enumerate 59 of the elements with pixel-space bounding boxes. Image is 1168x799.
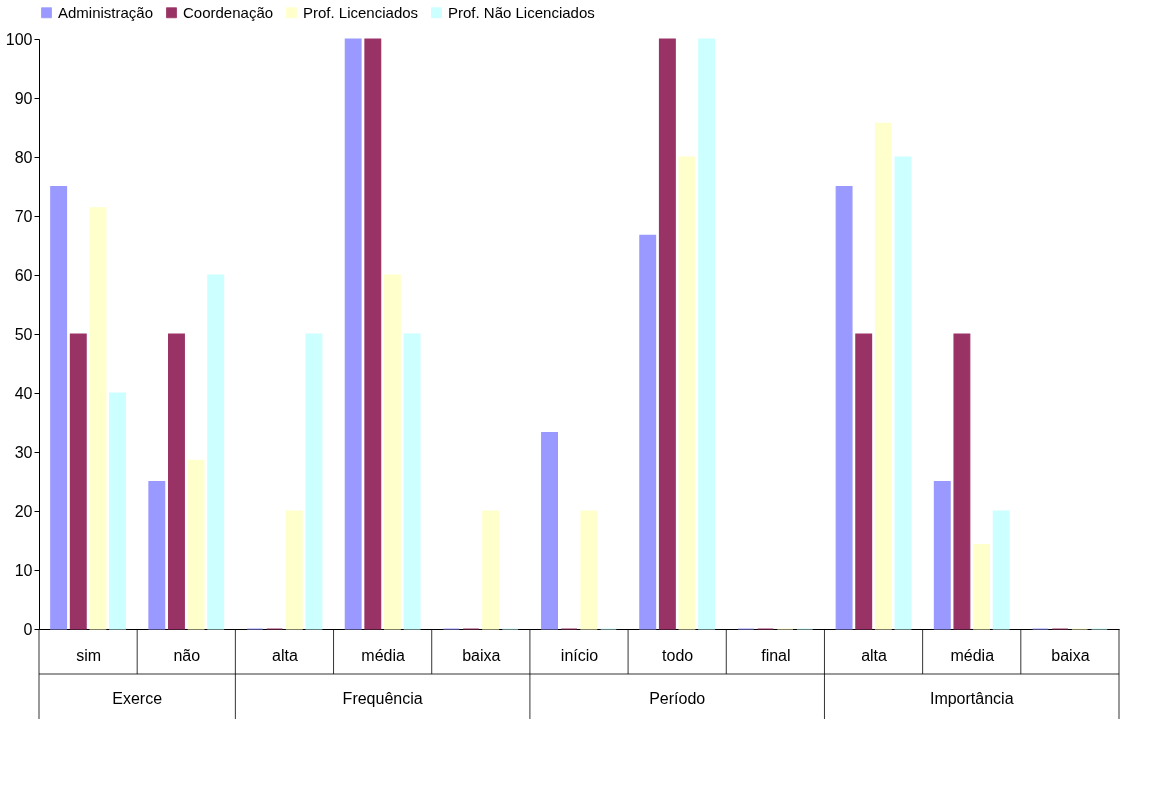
- x-tick-label: média: [361, 646, 406, 664]
- y-tick-label: 20: [14, 502, 33, 520]
- text: Importância: [929, 690, 1014, 707]
- bar: [482, 510, 500, 630]
- text: Frequência: [342, 690, 423, 707]
- bar: [344, 38, 362, 630]
- x-tick-label: alta: [272, 646, 298, 664]
- legend-label: Prof. Não Licenciados: [448, 3, 595, 21]
- legend-label: Administração: [58, 3, 154, 21]
- bar: [168, 333, 185, 630]
- x-tick-label: alta: [861, 646, 888, 664]
- y-tick-label: 40: [14, 384, 33, 402]
- bar: [894, 156, 912, 630]
- bar: [658, 38, 676, 630]
- bar: [933, 480, 951, 630]
- bar: [639, 234, 657, 630]
- bar: [109, 392, 126, 630]
- bar: [69, 333, 87, 630]
- y-tick-label: 100: [5, 30, 33, 48]
- bar: [305, 333, 323, 630]
- y-tick-label: 60: [14, 266, 33, 284]
- bar: [953, 333, 971, 630]
- y-tick-label: 50: [14, 325, 33, 343]
- bar: [541, 431, 558, 630]
- y-tick-label: 70: [14, 207, 33, 225]
- y-tick-label: 90: [14, 89, 33, 107]
- bar: [364, 38, 382, 630]
- bar: [384, 274, 401, 630]
- x-tick-label: média: [950, 646, 995, 664]
- x-tick-label: não: [173, 646, 201, 664]
- y-tick-label: 30: [14, 443, 33, 461]
- bar: [855, 333, 873, 630]
- bar: [89, 207, 107, 630]
- x-tick-label: sim: [76, 646, 102, 664]
- bar: [50, 185, 68, 630]
- bar: [973, 544, 990, 630]
- bar: [148, 480, 166, 630]
- legend-label: Coordenação: [183, 3, 274, 21]
- x-tick-label: todo: [662, 646, 694, 664]
- bar: [835, 185, 853, 630]
- x-tick-label: final: [761, 646, 791, 664]
- bar: [678, 156, 696, 630]
- bar: [207, 274, 225, 630]
- bar: [992, 510, 1010, 630]
- y-tick-label: 80: [14, 148, 33, 166]
- text: Exerce: [112, 690, 163, 707]
- x-tick-label: baixa: [1051, 646, 1090, 664]
- bar: [187, 459, 205, 630]
- x-tick-label: baixa: [462, 646, 501, 664]
- bar: [580, 510, 598, 630]
- bar: [403, 333, 421, 630]
- bar: [874, 122, 892, 630]
- bar: [698, 38, 716, 630]
- legend-label: Prof. Licenciados: [303, 3, 419, 21]
- text: Período: [649, 690, 706, 707]
- bar: [285, 510, 303, 630]
- y-tick-label: 0: [23, 620, 33, 638]
- x-tick-label: início: [560, 646, 599, 664]
- y-tick-label: 10: [14, 561, 33, 579]
